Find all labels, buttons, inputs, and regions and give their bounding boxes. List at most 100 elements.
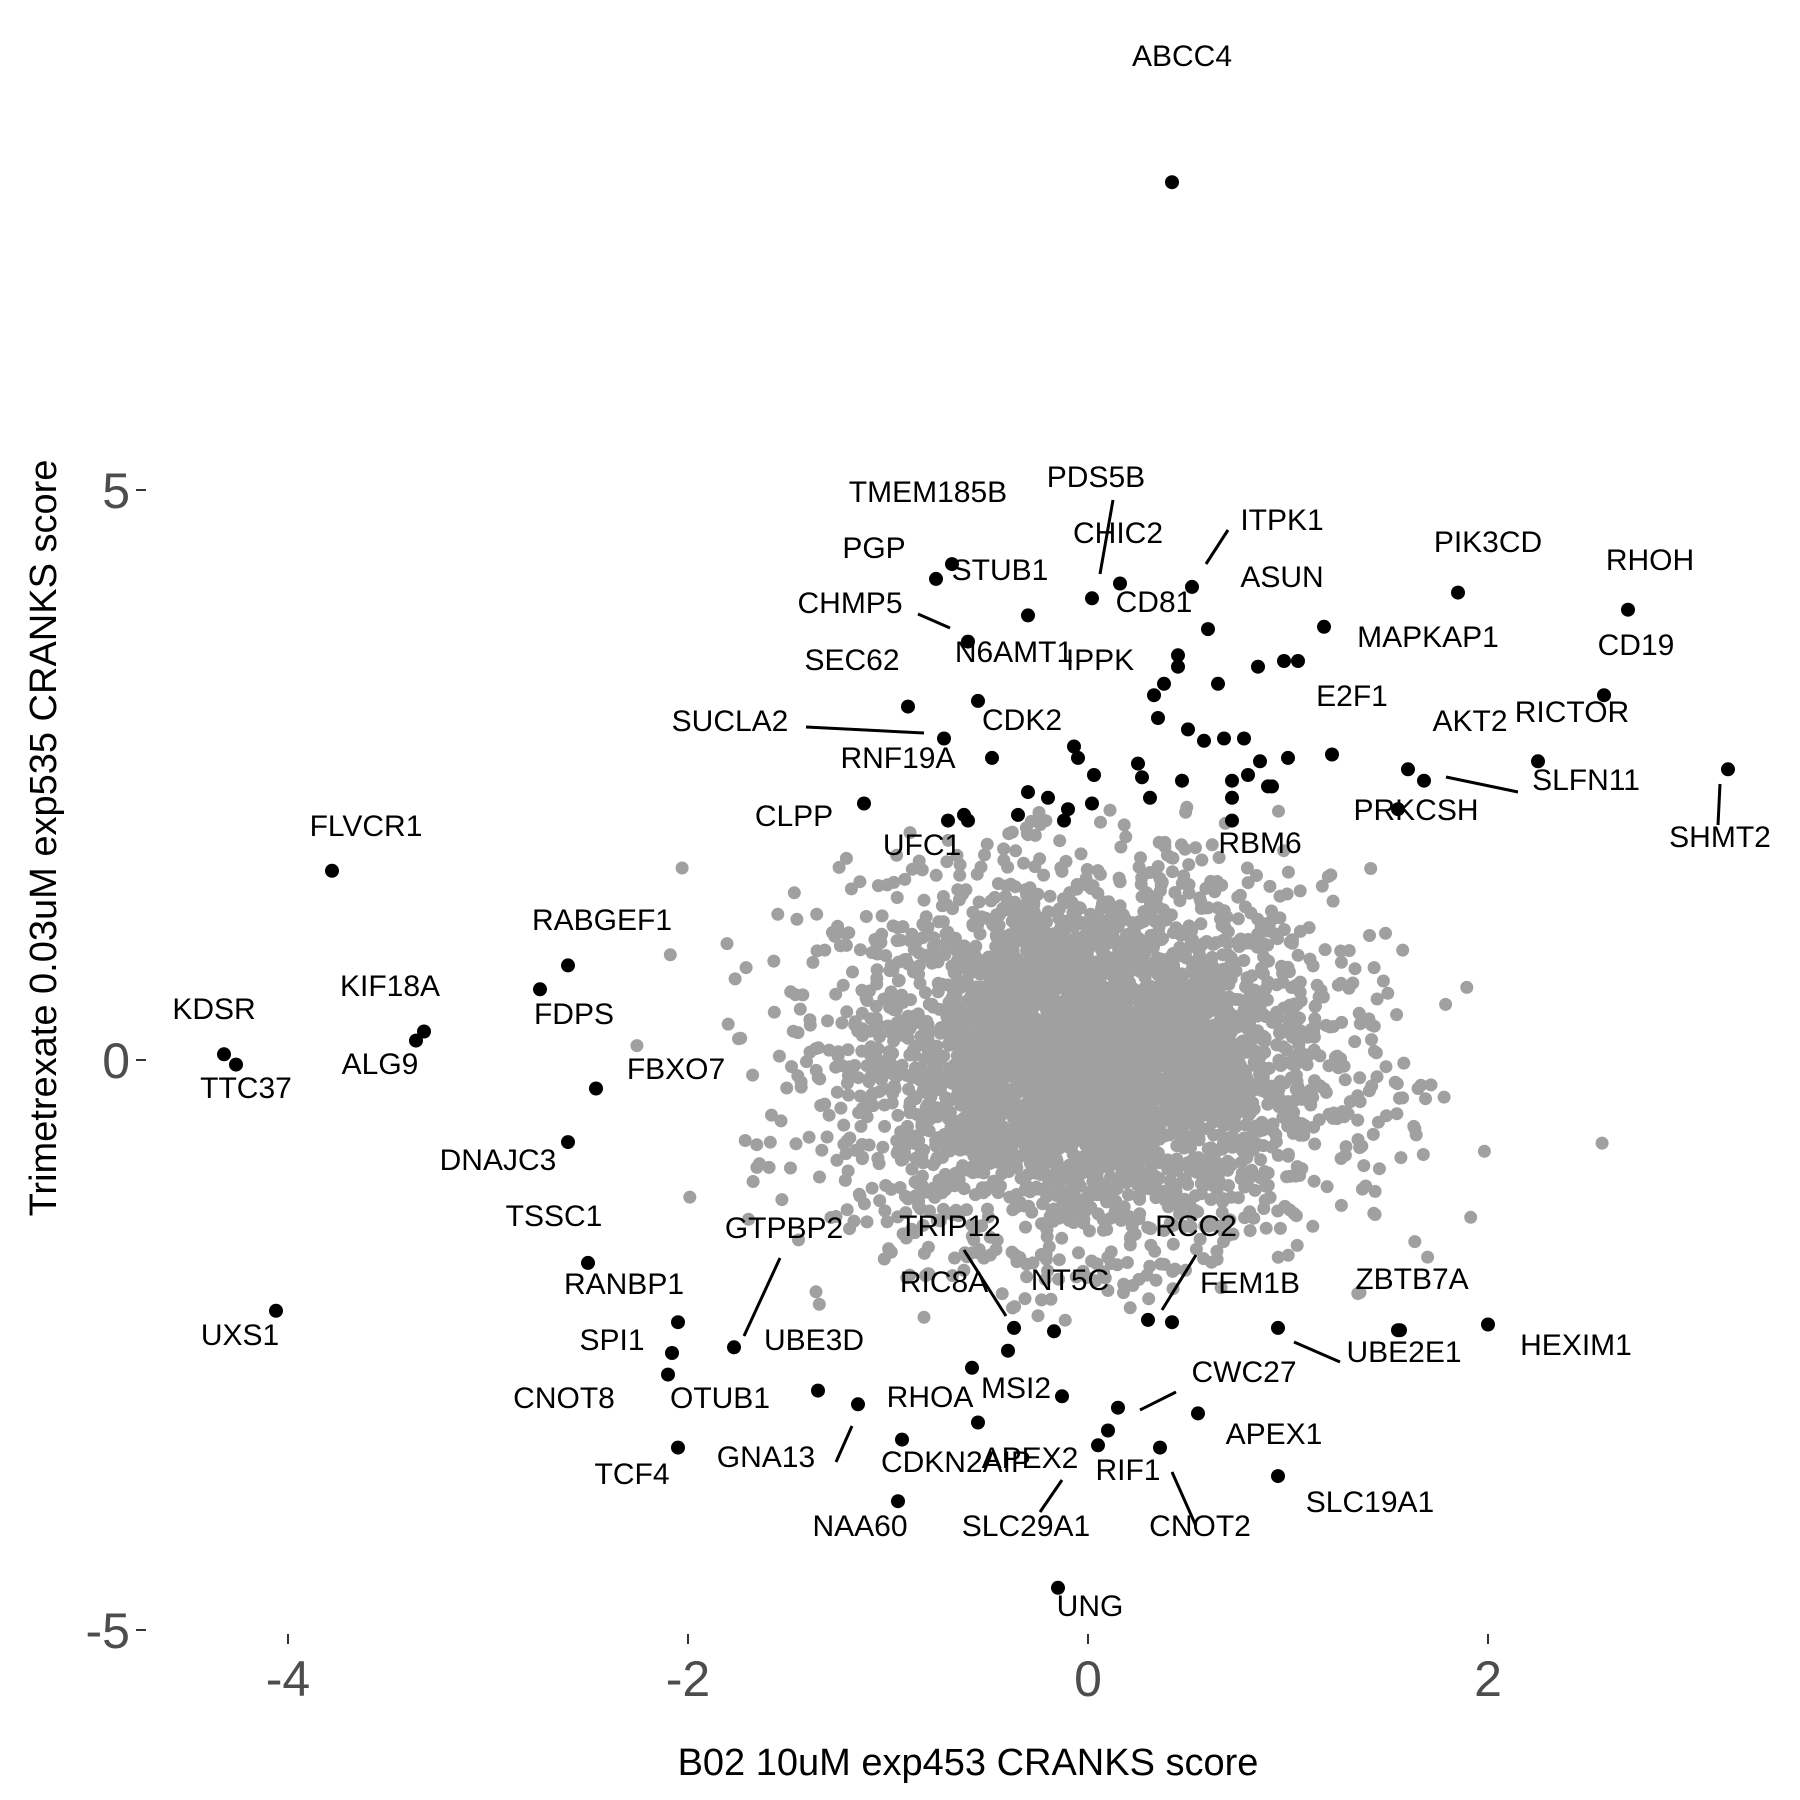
- background-point: [976, 1054, 990, 1068]
- background-point: [1263, 879, 1277, 893]
- background-point: [1032, 1100, 1046, 1114]
- background-point: [1008, 880, 1022, 894]
- background-point: [1411, 1082, 1425, 1095]
- background-point: [1077, 1216, 1091, 1230]
- background-point: [1023, 1086, 1037, 1100]
- background-point: [1259, 1179, 1272, 1193]
- background-point: [966, 945, 980, 958]
- background-point: [1388, 1075, 1402, 1089]
- point-label-cdkn2aip: CDKN2AIP: [881, 1446, 1031, 1479]
- background-point: [929, 1134, 943, 1148]
- background-point: [1277, 844, 1291, 858]
- background-point: [1214, 1281, 1228, 1295]
- background-point: [742, 1212, 755, 1226]
- point-gna13: [895, 1432, 909, 1447]
- background-point: [844, 882, 858, 896]
- background-point: [1174, 838, 1188, 852]
- background-point: [1318, 943, 1332, 957]
- point-nt5c: [1047, 1324, 1061, 1339]
- background-point: [1104, 1211, 1117, 1225]
- background-point: [948, 1135, 962, 1149]
- background-point: [941, 1037, 955, 1051]
- background-point: [959, 883, 973, 897]
- background-point: [1460, 980, 1474, 994]
- highlighted-point: [1057, 813, 1071, 828]
- background-point: [977, 1251, 991, 1265]
- point-label-spi1: SPI1: [579, 1324, 644, 1357]
- background-point: [1028, 1041, 1042, 1055]
- point-zbtb7a: [1391, 1323, 1405, 1338]
- point-ube3d: [811, 1383, 825, 1398]
- background-point: [953, 868, 967, 882]
- background-point: [1353, 1095, 1367, 1109]
- background-point: [1293, 884, 1307, 898]
- background-point: [1003, 1190, 1017, 1204]
- background-point: [948, 1251, 962, 1265]
- background-point: [1123, 1301, 1137, 1315]
- background-point: [1140, 886, 1154, 900]
- point-chic2: [1113, 576, 1127, 591]
- background-point: [1283, 1009, 1297, 1022]
- background-point: [1287, 1094, 1301, 1108]
- background-point: [1281, 865, 1295, 879]
- background-point: [960, 1203, 974, 1217]
- point-pgp: [929, 571, 943, 586]
- background-point: [767, 954, 781, 968]
- point-fbxo7: [589, 1081, 603, 1096]
- background-point: [1054, 946, 1068, 960]
- background-point: [1031, 1166, 1045, 1180]
- background-point: [1208, 978, 1222, 992]
- background-point: [1335, 1015, 1349, 1029]
- background-point: [949, 1203, 963, 1217]
- background-point: [1394, 1151, 1408, 1165]
- background-point: [1114, 1213, 1128, 1227]
- highlighted-points: [217, 175, 1735, 1595]
- background-point: [1281, 1149, 1295, 1163]
- background-point: [1101, 1284, 1115, 1297]
- y-axis-title: Trimetrexate 0.03uM exp535 CRANKS score: [23, 460, 65, 1217]
- background-point: [1226, 1227, 1240, 1241]
- background-point: [903, 1268, 917, 1282]
- background-point: [1018, 1199, 1031, 1213]
- background-point: [1186, 1153, 1199, 1167]
- point-fem1b: [1165, 1315, 1179, 1330]
- background-point: [1164, 851, 1178, 864]
- background-point: [1050, 1010, 1064, 1024]
- background-point: [1020, 944, 1034, 958]
- background-point: [1018, 1073, 1032, 1087]
- background-point: [1218, 1027, 1232, 1041]
- background-point: [1114, 840, 1128, 854]
- point-rhoh: [1621, 602, 1635, 617]
- background-point: [918, 986, 932, 1000]
- background-point: [1239, 936, 1253, 950]
- background-point: [852, 1187, 866, 1201]
- background-point: [871, 879, 885, 893]
- background-point: [1334, 1198, 1348, 1212]
- background-point: [1241, 876, 1255, 890]
- background-point: [791, 1026, 805, 1040]
- background-point: [937, 938, 951, 952]
- background-point: [1266, 911, 1280, 925]
- point-label-rnf19a: RNF19A: [840, 742, 955, 775]
- background-point: [990, 1001, 1004, 1015]
- background-point: [989, 929, 1003, 942]
- point-label-n6amt1: N6AMT1: [955, 636, 1073, 669]
- background-point: [884, 1245, 898, 1259]
- background-point: [1117, 1200, 1131, 1214]
- background-point: [1245, 1005, 1258, 1019]
- highlighted-point: [1041, 790, 1055, 805]
- point-label-tmem185b: TMEM185B: [849, 476, 1007, 509]
- background-point: [1002, 827, 1016, 841]
- background-point: [1023, 1060, 1037, 1074]
- background-point: [1115, 945, 1129, 959]
- background-point: [932, 915, 946, 929]
- background-point: [1244, 1038, 1257, 1052]
- background-point: [790, 912, 804, 926]
- background-point: [957, 960, 971, 974]
- background-point: [1119, 1096, 1133, 1110]
- background-point: [1193, 891, 1207, 905]
- background-point: [902, 1082, 916, 1096]
- background-point: [1039, 1035, 1053, 1049]
- background-point: [1379, 1060, 1393, 1074]
- point-label-asun: ASUN: [1240, 561, 1323, 594]
